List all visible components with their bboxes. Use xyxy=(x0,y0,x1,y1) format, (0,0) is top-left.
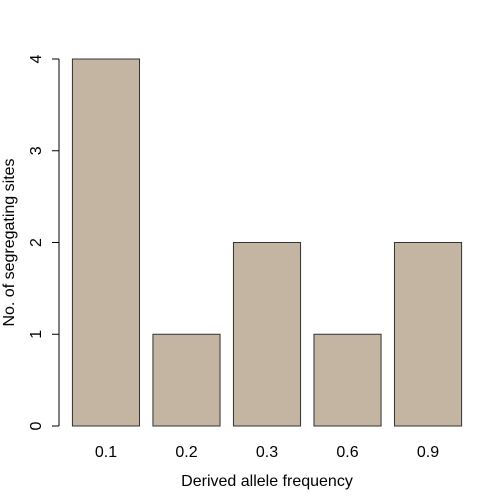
y-axis: 0 1 2 3 4 xyxy=(28,54,60,430)
y-tick-label: 0 xyxy=(28,421,45,430)
x-tick-label: 0.9 xyxy=(417,444,439,461)
bar-0.9 xyxy=(393,242,463,427)
y-axis-title: No. of segregating sites xyxy=(1,158,18,326)
x-tick-label: 0.1 xyxy=(95,444,117,461)
y-tick-label: 1 xyxy=(28,330,45,339)
bar-0.2 xyxy=(152,333,221,427)
y-tick-label: 3 xyxy=(28,146,45,155)
bar-0.3 xyxy=(232,242,302,427)
x-tick-label: 0.6 xyxy=(336,444,358,461)
y-tick-label: 2 xyxy=(28,238,45,247)
x-tick-label: 0.2 xyxy=(175,444,197,461)
y-tick-label: 4 xyxy=(28,54,45,63)
x-axis-tick-labels: 0.1 0.2 0.3 0.6 0.9 xyxy=(95,444,439,461)
x-axis-title: Derived allele frequency xyxy=(181,473,353,490)
bar-0.6 xyxy=(313,333,382,427)
x-tick-label: 0.3 xyxy=(256,444,278,461)
bars-group xyxy=(71,58,463,427)
bar-0.1 xyxy=(71,58,141,427)
